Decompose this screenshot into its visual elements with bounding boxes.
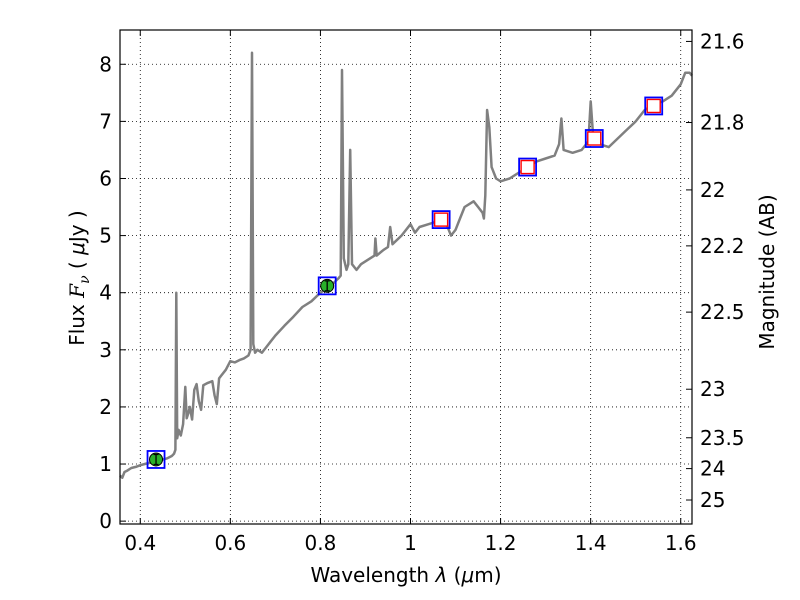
- y-tick-label: 8: [99, 52, 112, 76]
- y2-tick-label: 21.6: [700, 29, 745, 53]
- x-tick-label: 0.6: [214, 531, 246, 555]
- model-flux-square: [646, 98, 661, 114]
- grid-lines: [120, 30, 692, 524]
- photometry-point: [146, 450, 166, 469]
- y2-tick-label: 22.2: [700, 234, 745, 258]
- model-flux-square: [587, 131, 602, 146]
- y-axis-label: Flux Fν ( μJy ): [65, 210, 93, 346]
- y-tick-label: 0: [99, 509, 112, 533]
- synthetic-flux-square: [644, 96, 664, 116]
- photometry-point: [644, 96, 664, 116]
- model-flux-square: [520, 159, 535, 175]
- y2-tick-label: 22.5: [700, 300, 745, 324]
- x-tick-label: 0.4: [124, 531, 156, 555]
- synthetic-flux-square: [518, 157, 538, 177]
- y-tick-label: 4: [99, 281, 112, 305]
- x-tick-label: 1: [404, 531, 417, 555]
- x-tick-label: 1.4: [575, 531, 607, 555]
- x-tick-label: 0.8: [305, 531, 337, 555]
- y2-tick-label: 23: [700, 377, 725, 401]
- photometry-point: [431, 210, 451, 230]
- y2-tick-label: 25: [700, 488, 725, 512]
- y-tick-label: 1: [99, 452, 112, 476]
- y-tick-label: 7: [99, 109, 112, 133]
- y-tick-label: 5: [99, 224, 112, 248]
- photometry-markers: [146, 96, 664, 469]
- y-tick-label: 2: [99, 395, 112, 419]
- x-tick-label: 1.6: [665, 531, 697, 555]
- spectrum-line: [119, 51, 693, 479]
- y2-tick-label: 23.5: [700, 426, 745, 450]
- x-axis-label: Wavelength λ (μm): [310, 563, 501, 587]
- synthetic-flux-square: [431, 210, 451, 230]
- synthetic-flux-square: [146, 450, 166, 469]
- model-flux-square: [433, 212, 449, 227]
- photometry-point: [584, 129, 604, 148]
- photometry-point: [518, 157, 538, 177]
- y2-axis-label: Magnitude (AB): [755, 194, 779, 349]
- plot-area: [119, 51, 693, 479]
- y2-tick-label: 24: [700, 457, 725, 481]
- x-tick-label: 1.2: [485, 531, 517, 555]
- y-axis-ticks: 0 1 2 3 4 5 6 7 8: [99, 52, 126, 533]
- y2-axis-ticks: 21.6 21.8 22 22.2 22.5 23 23.5 24 25: [686, 29, 745, 512]
- synthetic-flux-square: [584, 129, 604, 148]
- synthetic-flux-square: [317, 276, 337, 296]
- plot-frame: [119, 29, 693, 525]
- x-axis-ticks: 0.4 0.6 0.8 1 1.2 1.4 1.6: [124, 30, 697, 555]
- photometry-point: [317, 276, 337, 296]
- y-tick-label: 6: [99, 166, 112, 190]
- y-tick-label: 3: [99, 338, 112, 362]
- y2-tick-label: 21.8: [700, 111, 745, 135]
- y2-tick-label: 22: [700, 178, 725, 202]
